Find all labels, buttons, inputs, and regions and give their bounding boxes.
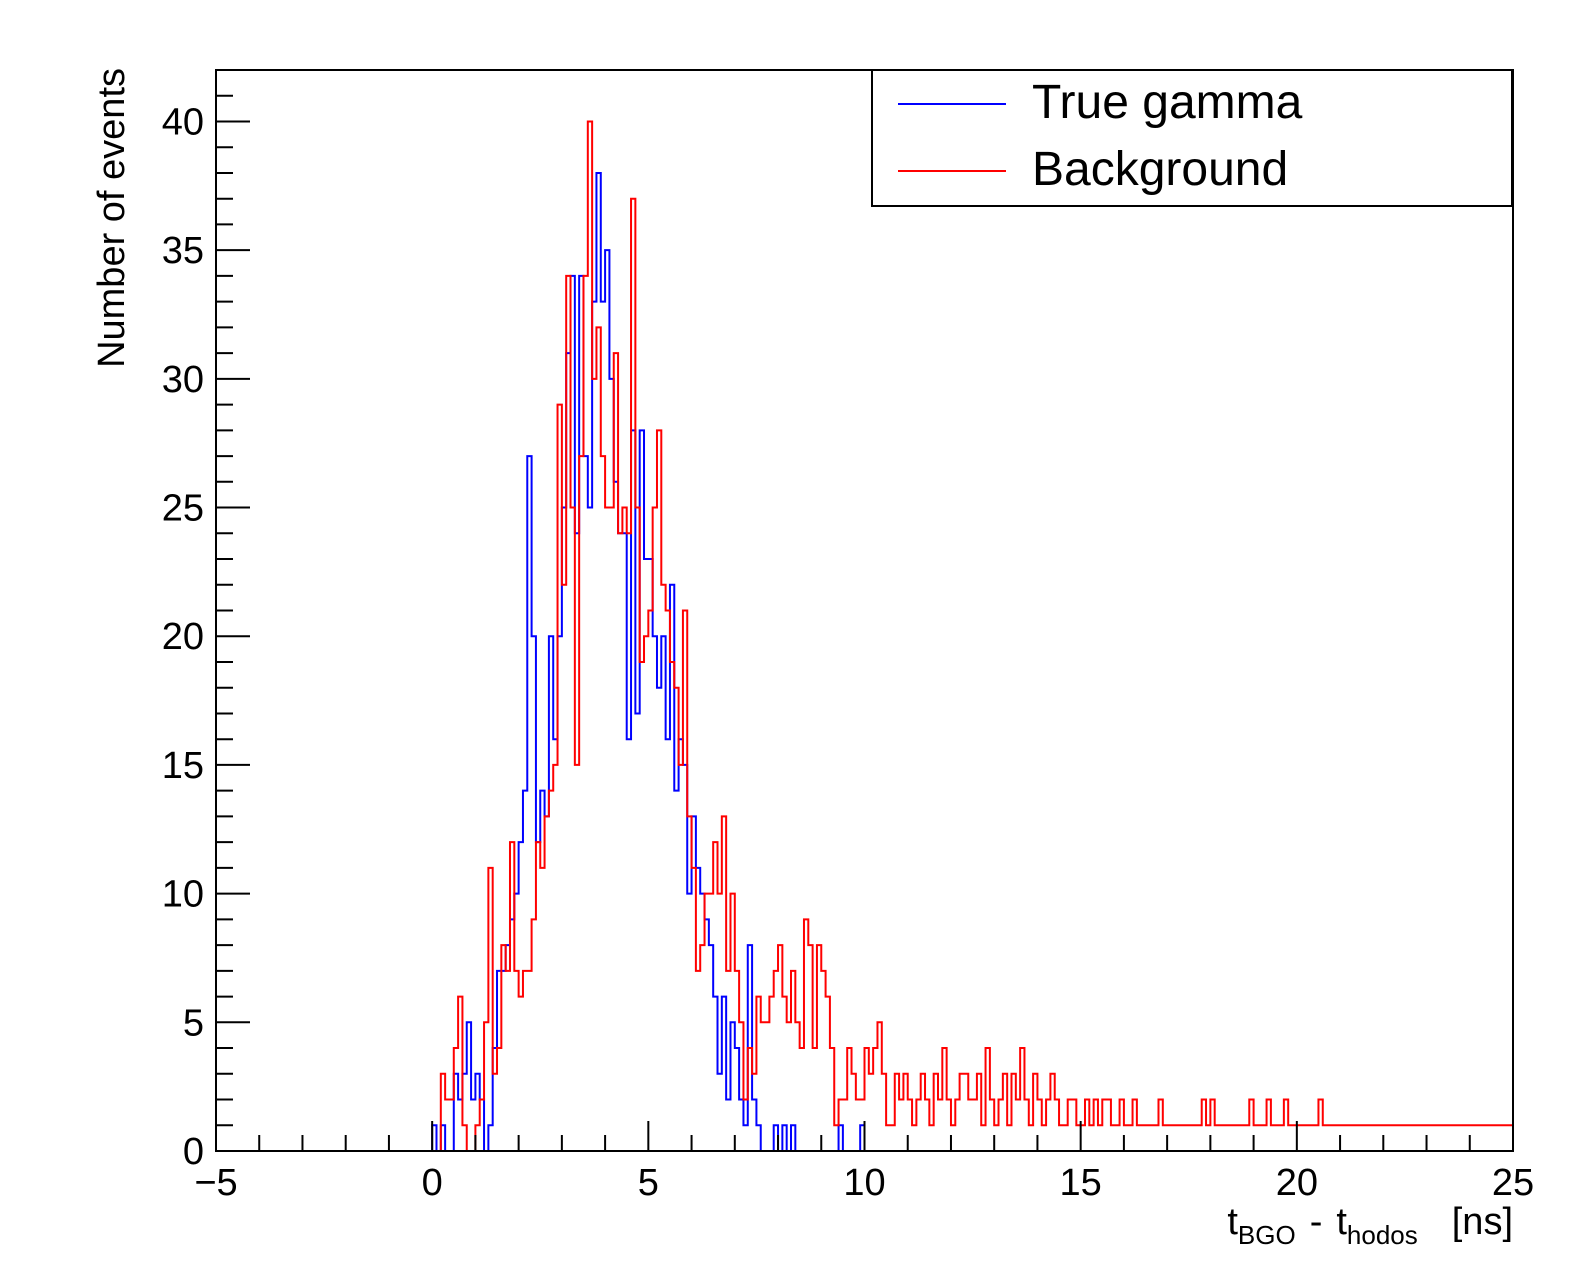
y-tick-label: 5 [183,1002,204,1044]
y-tick-label: 30 [162,359,204,401]
x-tick-label: 0 [422,1162,443,1204]
x-tick-label: 5 [638,1162,659,1204]
y-tick-label: 20 [162,616,204,658]
legend: True gamma Background [871,69,1513,207]
x-title-t2: t [1336,1201,1347,1243]
y-axis-title: Number of events [91,68,133,368]
y-tick-label: 25 [162,488,204,530]
x-tick-label: 25 [1492,1162,1534,1204]
y-tick-label: 40 [162,101,204,143]
x-title-sub1: BGO [1238,1220,1296,1250]
legend-label-background: Background [1032,143,1288,196]
legend-box [871,69,1513,207]
x-title-t1: t [1227,1201,1238,1243]
x-tick-label: 15 [1060,1162,1102,1204]
y-tick-label: 10 [162,874,204,916]
x-axis-title: tBGO - thodos [ns] [1227,1201,1513,1250]
y-tick-label: 15 [162,745,204,787]
x-tick-label: 20 [1276,1162,1318,1204]
series-line-background [216,120,1513,1152]
x-tick-label: 10 [843,1162,885,1204]
y-tick-label: 35 [162,230,204,272]
x-tick-label: −5 [194,1162,237,1204]
legend-label-true-gamma: True gamma [1032,76,1303,129]
x-title-sub2: hodos [1347,1220,1418,1250]
y-tick-label: 0 [183,1131,204,1173]
x-title-unit: [ns] [1452,1201,1513,1243]
x-title-minus: - [1310,1201,1323,1243]
